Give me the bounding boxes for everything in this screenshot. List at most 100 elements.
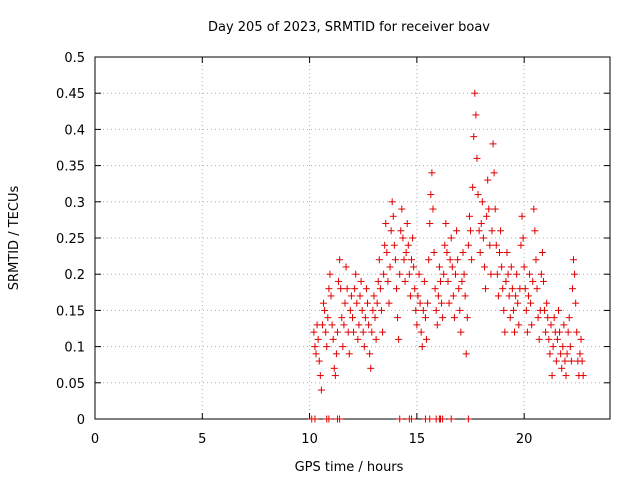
data-point xyxy=(333,328,341,336)
data-point xyxy=(542,328,550,336)
data-point xyxy=(450,314,458,322)
data-point xyxy=(546,350,554,358)
data-point xyxy=(572,299,580,307)
data-point xyxy=(467,227,475,235)
data-point xyxy=(533,285,541,293)
data-point xyxy=(413,321,421,329)
data-point xyxy=(350,328,358,336)
data-point xyxy=(522,306,530,314)
data-point xyxy=(386,263,394,271)
data-point xyxy=(485,205,493,213)
data-point xyxy=(372,335,380,343)
data-point xyxy=(493,270,501,278)
data-point xyxy=(358,306,366,314)
y-tick-label: 0.2 xyxy=(64,268,85,283)
data-point xyxy=(402,248,410,256)
data-point xyxy=(380,270,388,278)
data-point xyxy=(390,241,398,249)
data-point xyxy=(362,285,370,293)
data-point xyxy=(341,299,349,307)
data-point xyxy=(395,335,403,343)
data-point xyxy=(517,241,525,249)
data-point xyxy=(531,227,539,235)
data-point xyxy=(354,335,362,343)
data-point xyxy=(462,350,470,358)
data-point xyxy=(389,212,397,220)
data-point xyxy=(416,299,424,307)
data-point xyxy=(430,248,438,256)
data-point xyxy=(388,198,396,206)
data-point xyxy=(408,256,416,264)
data-point xyxy=(406,292,414,300)
data-point xyxy=(400,256,408,264)
data-point xyxy=(457,328,465,336)
data-point xyxy=(384,277,392,285)
data-point xyxy=(565,314,573,322)
data-point xyxy=(435,263,443,271)
y-tick-label: 0.45 xyxy=(56,87,85,102)
data-point xyxy=(518,212,526,220)
data-point xyxy=(331,372,339,380)
data-point xyxy=(391,256,399,264)
data-point xyxy=(479,234,487,242)
data-point xyxy=(342,263,350,271)
data-point xyxy=(559,343,567,351)
x-tick-label: 10 xyxy=(301,432,318,447)
data-point xyxy=(454,256,462,264)
data-point xyxy=(497,227,505,235)
data-point xyxy=(489,140,497,148)
data-point xyxy=(530,205,538,213)
data-point xyxy=(442,220,450,228)
data-point xyxy=(513,270,521,278)
data-point xyxy=(420,277,428,285)
data-point xyxy=(512,292,520,300)
data-point xyxy=(576,350,584,358)
data-point xyxy=(561,357,569,365)
data-point xyxy=(483,212,491,220)
data-point xyxy=(523,328,531,336)
data-point xyxy=(564,328,572,336)
data-point xyxy=(404,241,412,249)
data-point xyxy=(322,328,330,336)
data-point xyxy=(434,292,442,300)
data-point xyxy=(444,277,452,285)
data-point xyxy=(537,270,545,278)
data-point xyxy=(571,270,579,278)
data-point xyxy=(570,256,578,264)
data-point xyxy=(427,191,435,199)
data-point xyxy=(488,227,496,235)
data-point xyxy=(324,314,332,322)
data-point xyxy=(470,133,478,141)
data-point xyxy=(399,234,407,242)
data-point xyxy=(474,191,482,199)
data-point xyxy=(558,364,566,372)
data-point xyxy=(383,248,391,256)
data-point xyxy=(335,277,343,285)
data-point xyxy=(500,306,508,314)
data-point xyxy=(508,285,516,293)
data-point xyxy=(519,234,527,242)
data-point xyxy=(548,372,556,380)
data-point xyxy=(514,299,522,307)
data-points xyxy=(308,89,587,423)
data-point xyxy=(464,241,472,249)
data-point xyxy=(357,277,365,285)
data-point xyxy=(557,350,565,358)
data-point xyxy=(482,285,490,293)
data-point xyxy=(340,321,348,329)
data-point xyxy=(468,256,476,264)
data-point xyxy=(365,321,373,329)
data-point xyxy=(327,292,335,300)
data-point xyxy=(471,89,479,97)
data-point xyxy=(439,415,447,423)
data-point xyxy=(520,263,528,271)
y-tick-label: 0.25 xyxy=(56,232,85,247)
data-point xyxy=(385,299,393,307)
data-point xyxy=(429,205,437,213)
data-point xyxy=(347,292,355,300)
data-point xyxy=(472,111,480,119)
data-point xyxy=(529,277,537,285)
data-point xyxy=(325,285,333,293)
data-point xyxy=(328,321,336,329)
data-point xyxy=(446,256,454,264)
